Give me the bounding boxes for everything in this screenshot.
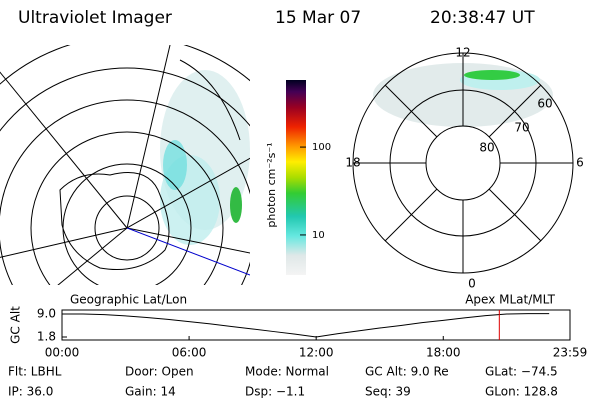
- y-tick-label: 9.0: [37, 306, 56, 320]
- status-field: IP: 36.0: [8, 385, 53, 399]
- time: 20:38:47 UT: [430, 8, 535, 28]
- status-field: GLon: 128.8: [485, 385, 558, 399]
- status-field: Gain: 14: [125, 385, 176, 399]
- colorbar-tick-label: 10: [312, 230, 325, 241]
- mlat-label: 70: [514, 121, 529, 135]
- x-tick-label: 00:00: [45, 346, 80, 360]
- polar-plot: 12 18 6 0 60 70 80: [345, 46, 583, 291]
- colorbar: [286, 80, 306, 275]
- timeline-left-label: Geographic Lat/Lon: [70, 293, 187, 307]
- geo-map: [0, 45, 250, 285]
- timeline-right-label: Apex MLat/MLT: [465, 293, 555, 307]
- date: 15 Mar 07: [275, 8, 361, 28]
- altitude-line: [62, 313, 550, 338]
- mlat-label: 80: [479, 141, 494, 155]
- mlt-label: 18: [345, 156, 360, 170]
- y-tick-label: 1.8: [37, 329, 56, 343]
- mlt-label: 12: [455, 46, 470, 60]
- mlt-label: 6: [576, 156, 584, 170]
- status-field: Dsp: −1.1: [245, 385, 305, 399]
- x-tick-label: 23:59: [553, 346, 588, 360]
- status-field: Seq: 39: [365, 385, 411, 399]
- status-field: Door: Open: [125, 365, 194, 379]
- x-tick-label: 12:00: [299, 346, 334, 360]
- colorbar-label: photon cm⁻²s⁻¹: [265, 142, 278, 227]
- x-tick-label: 18:00: [426, 346, 461, 360]
- status-field: GC Alt: 9.0 Re: [365, 365, 449, 379]
- mlat-label: 60: [537, 97, 552, 111]
- colorbar-tick-label: 100: [312, 142, 331, 153]
- status-field: Mode: Normal: [245, 365, 329, 379]
- timeline-ylabel: GC Alt: [9, 306, 23, 344]
- status-field: GLat: −74.5: [485, 365, 558, 379]
- title: Ultraviolet Imager: [18, 8, 172, 28]
- status-field: Flt: LBHL: [8, 365, 62, 379]
- mlt-label: 0: [468, 277, 476, 291]
- x-tick-label: 06:00: [172, 346, 207, 360]
